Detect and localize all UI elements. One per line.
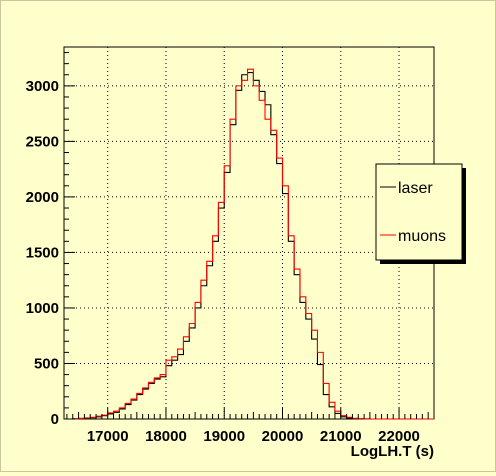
legend-label-muons: muons xyxy=(398,228,446,245)
legend-box xyxy=(375,163,463,261)
y-tick-label: 0 xyxy=(51,411,59,428)
y-tick-label: 1000 xyxy=(26,300,59,317)
x-tick-label: 18000 xyxy=(145,428,187,445)
grid-lines xyxy=(64,47,434,419)
y-tick-label: 3000 xyxy=(26,78,59,95)
y-tick-label: 2000 xyxy=(26,189,59,206)
y-tick-label: 1500 xyxy=(26,244,59,261)
legend: laser muons xyxy=(375,163,466,264)
axes: 17000 18000 19000 20000 21000 22000 0 500 1000 15… xyxy=(26,52,429,445)
x-tick-label: 17000 xyxy=(87,428,129,445)
x-tick-label: 21000 xyxy=(320,428,362,445)
legend-label-laser: laser xyxy=(398,180,433,197)
x-tick-label: 22000 xyxy=(378,428,420,445)
x-tick-label: 20000 xyxy=(262,428,304,445)
y-tick-label: 500 xyxy=(34,355,59,372)
x-tick-label: 19000 xyxy=(203,428,245,445)
y-tick-label: 2500 xyxy=(26,133,59,150)
x-axis-label: LogLH.T (s) xyxy=(351,443,434,460)
plot-frame xyxy=(63,46,435,420)
